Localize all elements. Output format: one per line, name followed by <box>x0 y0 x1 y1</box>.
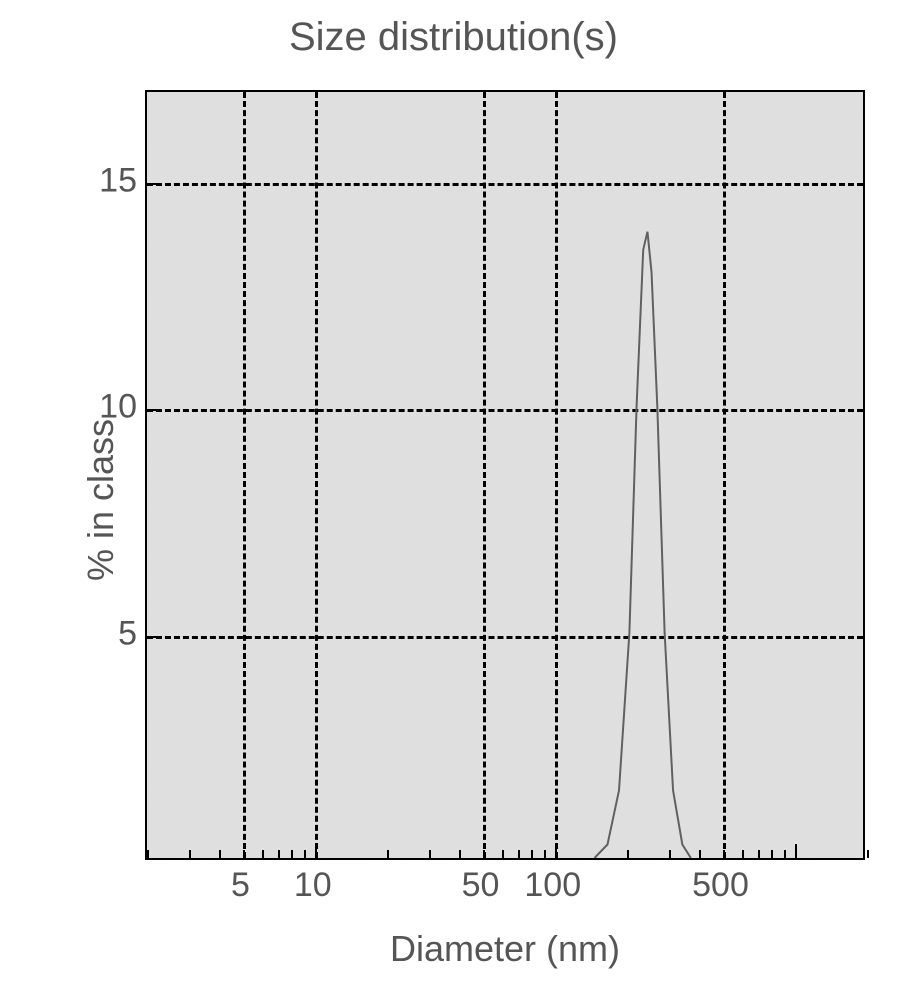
plot-area <box>145 90 865 860</box>
x-tick-mark <box>189 850 191 858</box>
x-tick-mark <box>531 850 533 858</box>
x-tick-mark <box>502 850 504 858</box>
x-tick-mark <box>742 850 744 858</box>
y-tick-mark <box>146 636 160 638</box>
peak-curve <box>147 92 863 858</box>
distribution-curve <box>595 232 691 858</box>
x-tick-mark <box>627 850 629 858</box>
x-tick-mark <box>243 850 245 858</box>
y-axis-label: % in class <box>80 419 122 581</box>
x-tick-mark <box>518 850 520 858</box>
x-tick-mark <box>315 844 317 858</box>
chart-title: Size distribution(s) <box>0 15 907 60</box>
x-tick-mark <box>867 850 869 858</box>
x-tick-mark <box>784 850 786 858</box>
chart-container: Size distribution(s) % in class Diameter… <box>0 0 907 1000</box>
x-tick-mark <box>723 850 725 858</box>
x-tick-mark <box>219 850 221 858</box>
y-tick-label: 10 <box>77 388 137 427</box>
x-tick-label: 50 <box>462 866 500 905</box>
x-tick-mark <box>795 844 797 858</box>
x-tick-mark <box>669 850 671 858</box>
x-tick-mark <box>291 850 293 858</box>
x-tick-mark <box>278 850 280 858</box>
x-tick-label: 10 <box>294 866 332 905</box>
y-tick-mark <box>146 183 160 185</box>
x-tick-mark <box>459 850 461 858</box>
y-tick-label: 5 <box>77 614 137 653</box>
x-tick-mark <box>429 850 431 858</box>
x-tick-mark <box>758 850 760 858</box>
x-tick-mark <box>544 850 546 858</box>
x-tick-mark <box>387 850 389 858</box>
x-tick-mark <box>699 850 701 858</box>
x-tick-mark <box>771 850 773 858</box>
x-tick-mark <box>483 850 485 858</box>
x-tick-mark <box>555 844 557 858</box>
x-tick-mark <box>304 850 306 858</box>
x-tick-mark <box>262 850 264 858</box>
x-tick-label: 500 <box>692 866 749 905</box>
x-tick-label: 100 <box>524 866 581 905</box>
y-tick-label: 15 <box>77 161 137 200</box>
x-tick-label: 5 <box>231 866 250 905</box>
x-axis-label: Diameter (nm) <box>145 928 865 970</box>
x-tick-mark <box>147 850 149 858</box>
y-tick-mark <box>146 409 160 411</box>
